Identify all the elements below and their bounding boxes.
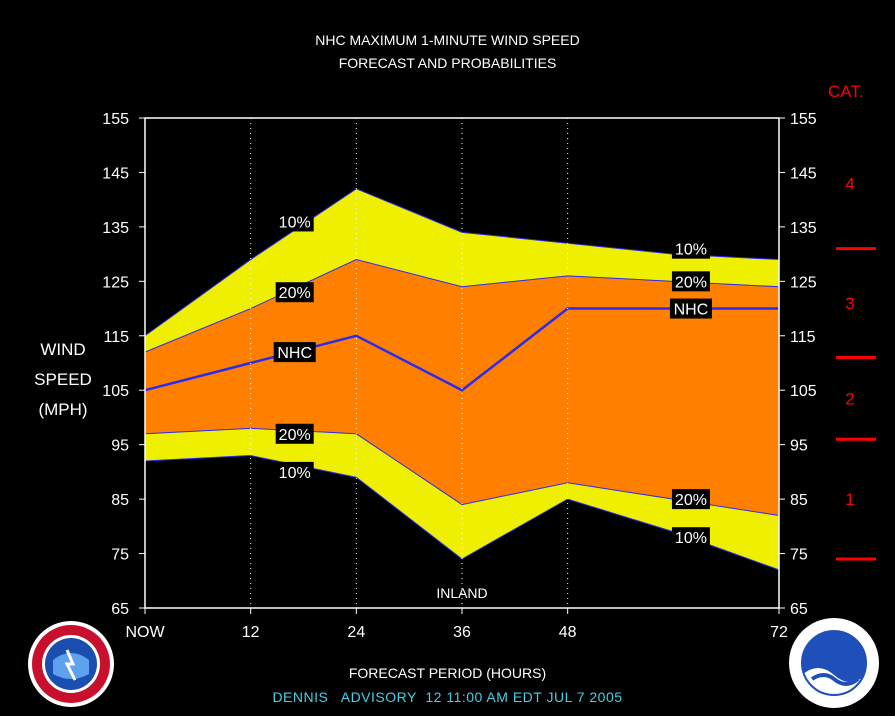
- series-label-box: [275, 461, 314, 482]
- series-label-box: [275, 282, 314, 303]
- series-label: 20%: [279, 285, 311, 302]
- series-label: 10%: [675, 530, 707, 547]
- y-tick-label-left: 115: [103, 329, 129, 346]
- series-label-box: [273, 342, 316, 363]
- series-label-box: [671, 238, 710, 259]
- x-tick-label: 12: [242, 624, 260, 641]
- x-axis-label: FORECAST PERIOD (HOURS): [348, 665, 547, 681]
- inland-annotation: INLAND: [436, 585, 487, 601]
- series-label-box: [671, 527, 710, 548]
- y-tick-label-left: 135: [102, 220, 129, 237]
- series-label-box: [671, 489, 710, 510]
- chart-title-line1: NHC MAXIMUM 1-MINUTE WIND SPEED: [315, 32, 580, 48]
- y-tick-label-left: 95: [111, 438, 129, 455]
- series-label: 10%: [279, 465, 311, 482]
- y-tick-label-right: 155: [790, 111, 817, 128]
- series-label: NHC: [674, 302, 709, 319]
- category-label-2: 2: [845, 389, 854, 408]
- y-tick-label-left: 85: [111, 492, 129, 509]
- nws-logo-icon: [28, 621, 114, 707]
- x-tick-label: NOW: [125, 624, 165, 641]
- y-tick-label-right: 65: [790, 601, 808, 618]
- y-tick-label-left: 145: [102, 165, 129, 182]
- series-label-box: [275, 211, 314, 232]
- y-tick-label-right: 105: [790, 383, 817, 400]
- series-label: 10%: [675, 242, 707, 259]
- y-axis-label-wind: WIND: [40, 340, 86, 359]
- y-tick-label-right: 125: [790, 274, 817, 291]
- x-tick-label: 72: [770, 624, 788, 641]
- series-label: 20%: [675, 492, 707, 509]
- chart-title-line2: FORECAST AND PROBABILITIES: [338, 55, 557, 71]
- series-label-box: [669, 298, 712, 319]
- y-tick-label-right: 75: [790, 547, 808, 564]
- x-tick-label: 36: [453, 624, 471, 641]
- category-label-3: 3: [845, 294, 854, 313]
- series-label: 20%: [675, 274, 707, 291]
- band-20-percent: [145, 259, 779, 516]
- advisory-footer: DENNIS ADVISORY 12 11:00 AM EDT JUL 7 20…: [272, 689, 623, 705]
- y-tick-label-left: 75: [111, 547, 129, 564]
- series-label: 10%: [279, 214, 311, 231]
- x-tick-label: 24: [347, 624, 365, 641]
- category-title: CAT.: [828, 82, 864, 101]
- y-tick-label-right: 135: [790, 220, 817, 237]
- noaa-logo-icon: [789, 618, 879, 708]
- y-tick-label-left: 125: [102, 274, 129, 291]
- series-label: NHC: [277, 345, 312, 362]
- y-tick-label-left: 65: [111, 601, 129, 618]
- category-label-1: 1: [845, 490, 854, 509]
- x-tick-label: 48: [559, 624, 577, 641]
- y-tick-label-right: 115: [790, 329, 816, 346]
- y-tick-label-right: 145: [790, 165, 817, 182]
- y-axis-label-units: (MPH): [38, 400, 88, 419]
- series-label-box: [275, 423, 314, 444]
- series-label-box: [671, 271, 710, 292]
- y-tick-label-left: 155: [102, 111, 129, 128]
- y-tick-label-right: 85: [790, 492, 808, 509]
- y-tick-label-right: 95: [790, 438, 808, 455]
- y-tick-label-left: 105: [102, 383, 129, 400]
- series-label: 20%: [279, 427, 311, 444]
- y-axis-label-speed: SPEED: [34, 370, 92, 389]
- category-label-4: 4: [845, 174, 854, 193]
